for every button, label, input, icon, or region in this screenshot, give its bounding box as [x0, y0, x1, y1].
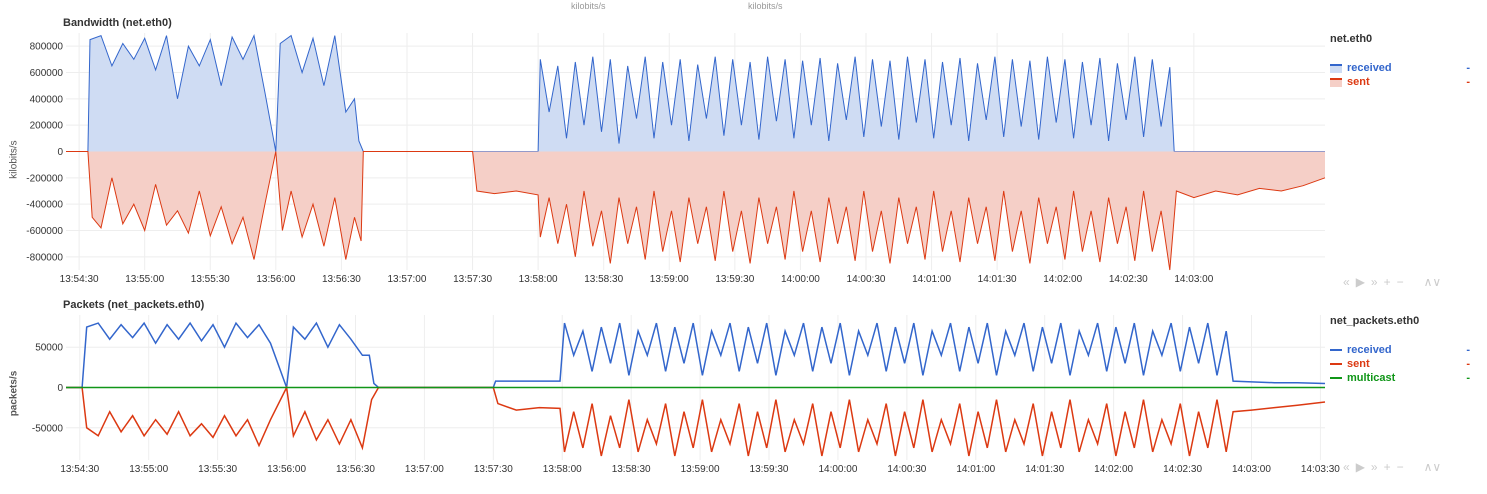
series-area-sent [66, 151, 1325, 270]
bandwidth-legend: net.eth0 received - sent - [1330, 33, 1470, 89]
zoom-in-icon[interactable]: + [1383, 460, 1391, 474]
packets-legend: net_packets.eth0 received - sent - multi… [1330, 315, 1470, 385]
x-tick-label: 13:58:00 [543, 464, 582, 475]
x-tick-label: 13:55:30 [198, 464, 237, 475]
x-tick-label: 13:56:30 [322, 274, 361, 285]
y-tick-label: -600000 [26, 226, 63, 237]
packets-chart-title: Packets (net_packets.eth0) [63, 299, 205, 311]
play-icon[interactable]: ▶ [1355, 275, 1365, 289]
x-tick-label: 14:02:00 [1043, 274, 1082, 285]
x-tick-label: 13:56:00 [256, 274, 295, 285]
series-area-received [66, 35, 1325, 152]
legend-label: sent [1347, 76, 1370, 88]
x-tick-label: 14:02:00 [1094, 464, 1133, 475]
x-tick-label: 13:55:30 [191, 274, 230, 285]
x-tick-label: 13:59:00 [650, 274, 689, 285]
x-tick-label: 13:59:30 [750, 464, 789, 475]
x-tick-label: 13:58:00 [519, 274, 558, 285]
pan-left-icon[interactable]: « [1343, 460, 1350, 474]
series-line-sent [66, 385, 1326, 457]
y-tick-label: 800000 [30, 42, 64, 53]
bandwidth-chart-toolbar: « ▶ » + − ∧∨ [1343, 275, 1441, 289]
series-line-received [66, 321, 1326, 389]
x-tick-label: 13:58:30 [584, 274, 623, 285]
ghost-unit-label-2: kilobits/s [748, 1, 783, 11]
received-line-icon [1330, 349, 1342, 351]
x-tick-label: 13:57:00 [405, 464, 444, 475]
x-tick-label: 13:57:30 [474, 464, 513, 475]
y-tick-label: 0 [57, 383, 63, 394]
y-tick-label: 600000 [30, 68, 64, 79]
x-tick-label: 13:58:30 [612, 464, 651, 475]
multicast-line-icon [1330, 377, 1342, 379]
legend-label: multicast [1347, 372, 1396, 384]
legend-value: - [1466, 372, 1470, 384]
x-tick-label: 14:03:30 [1301, 464, 1340, 475]
y-tick-label: -50000 [32, 423, 64, 434]
zoom-out-icon[interactable]: − [1396, 460, 1404, 474]
y-tick-label: 200000 [30, 121, 64, 132]
x-tick-label: 14:01:30 [1025, 464, 1064, 475]
bandwidth-chart: 13:54:30 13:55:00 13:55:30 13:56:00 13:56:30… [26, 33, 1326, 285]
x-tick-label: 13:57:00 [388, 274, 427, 285]
legend-value: - [1466, 76, 1470, 88]
x-tick-label: 14:01:30 [978, 274, 1017, 285]
pan-right-icon[interactable]: » [1370, 275, 1378, 289]
received-swatch-icon [1330, 63, 1342, 73]
y-tick-label: 400000 [30, 94, 64, 105]
legend-label: received [1347, 344, 1392, 356]
legend-value: - [1466, 358, 1470, 370]
x-tick-label: 14:00:00 [818, 464, 857, 475]
y-tick-label: 50000 [35, 343, 63, 354]
pan-right-icon[interactable]: » [1370, 460, 1378, 474]
series-line-sent [66, 151, 1326, 271]
pan-left-icon[interactable]: « [1343, 275, 1350, 289]
y-tick-label: 0 [57, 147, 63, 158]
bandwidth-legend-received[interactable]: received - [1330, 61, 1470, 75]
x-tick-label: 13:54:30 [60, 274, 99, 285]
x-tick-label: 13:55:00 [125, 274, 164, 285]
x-tick-label: 13:57:30 [453, 274, 492, 285]
bandwidth-legend-sent[interactable]: sent - [1330, 75, 1470, 89]
packets-legend-received[interactable]: received - [1330, 343, 1470, 357]
x-tick-label: 13:59:00 [681, 464, 720, 475]
bandwidth-legend-title: net.eth0 [1330, 33, 1373, 45]
x-tick-label: 13:55:00 [129, 464, 168, 475]
resize-icon[interactable]: ∧∨ [1423, 275, 1442, 289]
x-tick-label: 14:00:30 [887, 464, 926, 475]
x-tick-label: 13:54:30 [60, 464, 99, 475]
x-tick-label: 14:01:00 [912, 274, 951, 285]
sent-swatch-icon [1330, 77, 1342, 87]
series-line-received [66, 33, 1325, 152]
x-tick-label: 14:01:00 [956, 464, 995, 475]
packets-chart-toolbar: « ▶ » + − ∧∨ [1343, 460, 1441, 474]
bandwidth-chart-title: Bandwidth (net.eth0) [63, 17, 172, 29]
x-tick-label: 13:56:00 [267, 464, 306, 475]
y-tick-label: -200000 [26, 173, 63, 184]
legend-label: received [1347, 62, 1392, 74]
x-tick-label: 14:02:30 [1163, 464, 1202, 475]
resize-icon[interactable]: ∧∨ [1423, 460, 1442, 474]
x-tick-label: 14:00:00 [781, 274, 820, 285]
legend-value: - [1466, 62, 1470, 74]
packets-legend-sent[interactable]: sent - [1330, 357, 1470, 371]
x-tick-label: 13:59:30 [715, 274, 754, 285]
legend-value: - [1466, 344, 1470, 356]
sent-line-icon [1330, 363, 1342, 365]
x-tick-label: 13:56:30 [336, 464, 375, 475]
ghost-unit-label-1: kilobits/s [571, 1, 606, 11]
packets-chart: 13:54:30 13:55:00 13:55:30 13:56:00 13:56:30… [32, 315, 1340, 475]
x-tick-label: 14:00:30 [847, 274, 886, 285]
zoom-in-icon[interactable]: + [1383, 275, 1391, 289]
packets-legend-title: net_packets.eth0 [1330, 315, 1420, 327]
play-icon[interactable]: ▶ [1355, 460, 1365, 474]
x-tick-label: 14:02:30 [1109, 274, 1148, 285]
y-tick-label: -400000 [26, 200, 63, 211]
y-tick-label: -800000 [26, 252, 63, 263]
x-tick-label: 14:03:00 [1232, 464, 1271, 475]
legend-label: sent [1347, 358, 1370, 370]
packets-legend-multicast[interactable]: multicast - [1330, 371, 1470, 385]
x-tick-label: 14:03:00 [1174, 274, 1213, 285]
zoom-out-icon[interactable]: − [1396, 275, 1404, 289]
